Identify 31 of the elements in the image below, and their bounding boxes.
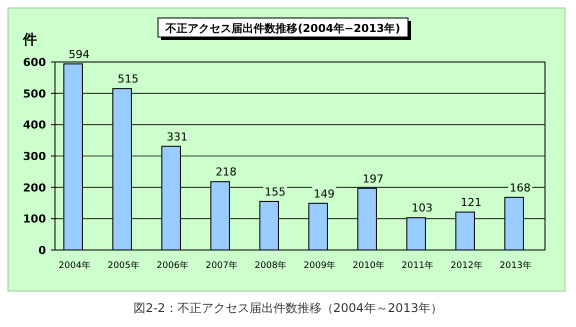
data-label: 149 xyxy=(314,187,335,200)
y-tick-label: 300 xyxy=(23,150,46,163)
x-tick-label: 2005年 xyxy=(108,260,140,271)
data-label: 515 xyxy=(118,72,139,86)
data-label: 331 xyxy=(166,130,188,144)
y-tick-label: 100 xyxy=(23,212,46,226)
data-label: 197 xyxy=(362,172,384,186)
data-label: 168 xyxy=(510,181,531,194)
x-tick-label: 2004年 xyxy=(58,260,91,271)
caption: 図2-2：不正アクセス届出件数推移（2004年～2013年） xyxy=(134,301,442,315)
title: 不正アクセス届出件数推移(2004年−2013年) xyxy=(158,18,411,40)
y-axis-title: 件 xyxy=(22,32,37,48)
x-tick-label: 2011年 xyxy=(402,260,434,271)
data-label: 121 xyxy=(460,196,482,210)
data-label: 155 xyxy=(264,185,286,198)
y-tick-label: 0 xyxy=(38,244,46,257)
y-tick-label: 400 xyxy=(23,118,46,132)
y-tick-label: 200 xyxy=(23,181,46,194)
x-tick-label: 2009年 xyxy=(304,260,336,271)
x-tick-label: 2012年 xyxy=(450,260,483,271)
chart-title: 不正アクセス届出件数推移(2004年−2013年) xyxy=(164,22,400,35)
y-tick-label: 500 xyxy=(23,87,46,100)
x-tick-label: 2013年 xyxy=(500,260,532,271)
x-tick-label: 2007年 xyxy=(206,260,238,271)
data-label: 218 xyxy=(216,166,237,179)
data-label: 594 xyxy=(68,48,90,61)
x-tick-label: 2006年 xyxy=(156,260,189,271)
x-tick-label: 2008年 xyxy=(254,260,287,271)
y-tick-label: 600 xyxy=(23,56,46,69)
data-label: 103 xyxy=(412,202,433,215)
x-tick-label: 2010年 xyxy=(352,260,385,271)
